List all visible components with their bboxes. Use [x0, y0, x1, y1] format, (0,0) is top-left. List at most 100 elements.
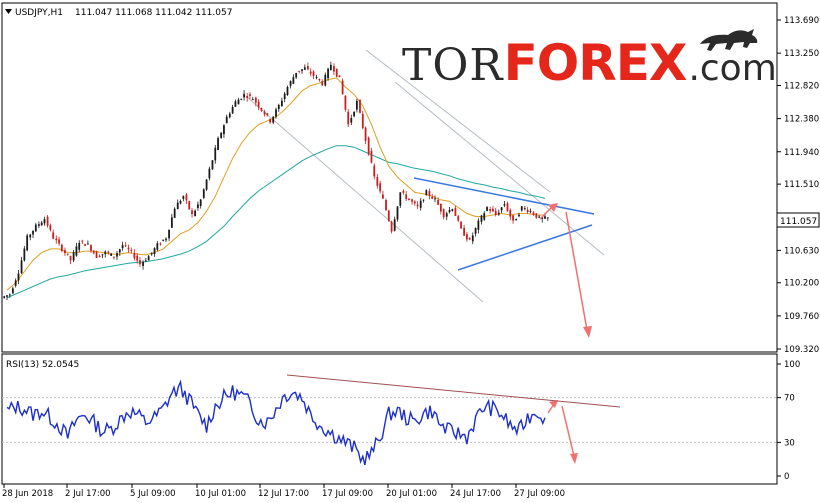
- candle-body: [266, 113, 269, 116]
- candle-body: [159, 243, 162, 245]
- candle-body: [327, 68, 329, 79]
- rsi-line: [6, 379, 546, 466]
- time-axis-label: 28 Jun 2018: [2, 489, 53, 499]
- candle-body: [130, 249, 133, 251]
- ohlc-values: 111.047 111.068 111.042 111.057: [75, 8, 232, 18]
- candle-body: [150, 252, 153, 255]
- candle-body: [329, 64, 332, 71]
- candle-body: [396, 206, 399, 220]
- price-axis-label: 113.690: [784, 16, 819, 26]
- candle-body: [275, 109, 277, 117]
- candle-body: [361, 113, 364, 129]
- candle-body: [402, 190, 405, 193]
- candle-body: [428, 191, 431, 196]
- candle-body: [466, 234, 468, 240]
- candle-body: [277, 105, 280, 110]
- candle-body: [205, 179, 208, 190]
- brand-forex: FOREX: [503, 34, 688, 92]
- candle-body: [523, 208, 526, 210]
- candle-body: [506, 203, 509, 212]
- candle-body: [147, 256, 150, 261]
- candle-body: [298, 70, 301, 72]
- candle-body: [23, 248, 26, 261]
- candle-body: [338, 75, 341, 78]
- candle-body: [468, 237, 471, 240]
- candle-body: [40, 222, 43, 226]
- candle-body: [480, 215, 483, 222]
- candle-body: [379, 183, 382, 192]
- candle-body: [165, 238, 167, 241]
- candle-body: [202, 189, 205, 198]
- candle-body: [116, 253, 118, 257]
- candle-body: [26, 235, 29, 251]
- rsi-forecast-arrowhead-up: [549, 400, 558, 408]
- candle-body: [425, 190, 428, 196]
- candle-body: [199, 199, 202, 206]
- candle-body: [367, 137, 370, 155]
- rsi-axis-label: 100: [784, 360, 800, 370]
- price-axis-label: 109.760: [784, 312, 819, 322]
- rsi-path: [6, 379, 546, 466]
- candle-body: [153, 248, 156, 255]
- candle-body: [220, 132, 223, 138]
- rsi-axis-label: 0: [784, 472, 789, 482]
- rsi-header: RSI(13) 52.0545: [6, 360, 79, 370]
- candle-body: [38, 224, 40, 226]
- candle-body: [254, 97, 257, 103]
- candle-body: [55, 238, 58, 241]
- candle-body: [124, 245, 127, 247]
- candle-body: [142, 262, 144, 266]
- candle-body: [263, 111, 266, 115]
- candle-body: [529, 211, 532, 213]
- candle-body: [385, 200, 387, 211]
- rsi-axis-label: 70: [784, 394, 795, 404]
- candle-body: [249, 94, 251, 96]
- rsi-forecast-arrow-down: [561, 405, 575, 457]
- candle-body: [463, 227, 466, 236]
- time-axis: 28 Jun 2018 2 Jul 17:00 5 Jul 09:00 10 Jul …: [2, 484, 565, 499]
- candle-body: [520, 206, 523, 211]
- candle-body: [188, 201, 191, 210]
- candle-body: [121, 245, 124, 249]
- candle-body: [66, 253, 69, 255]
- candle-body: [69, 256, 72, 261]
- candle-body: [185, 194, 188, 201]
- candle-body: [257, 101, 260, 108]
- candle-body: [451, 209, 454, 211]
- candle-body: [301, 69, 303, 71]
- rsi-plot-area[interactable]: [1, 353, 778, 485]
- candle-body: [60, 244, 63, 252]
- price-axis-label: 109.320: [784, 345, 819, 355]
- candle-body: [211, 160, 214, 170]
- candle-body: [64, 250, 66, 254]
- candle-body: [486, 207, 488, 211]
- candle-body: [107, 251, 110, 254]
- forecast-arrows: [539, 203, 592, 464]
- rsi-trend-line: [286, 374, 621, 408]
- candle-body: [280, 100, 283, 106]
- price-plot-area[interactable]: [1, 2, 778, 353]
- symbol-header: USDJPY,H1 111.047 111.068 111.042 111.05…: [5, 8, 232, 18]
- triangle-down-icon: [5, 9, 12, 14]
- candle-body: [84, 244, 86, 246]
- price-axis-label: 110.630: [784, 246, 819, 256]
- candle-body: [144, 260, 147, 262]
- candle-body: [494, 210, 497, 215]
- candle-body: [347, 111, 350, 125]
- candle-body: [370, 150, 373, 163]
- candle-body: [497, 212, 500, 215]
- candle-body: [538, 216, 541, 218]
- candle-body: [399, 192, 402, 206]
- candle-body: [260, 108, 263, 111]
- candle-body: [17, 273, 20, 281]
- candle-body: [214, 147, 217, 161]
- candle-body: [422, 199, 425, 201]
- candle-body: [477, 220, 480, 230]
- candle-body: [208, 168, 211, 179]
- time-axis-label: 27 Jul 09:00: [514, 489, 565, 499]
- candle-body: [448, 209, 451, 213]
- candle-body: [387, 210, 390, 222]
- candle-body: [318, 78, 321, 81]
- candle-body: [434, 198, 436, 200]
